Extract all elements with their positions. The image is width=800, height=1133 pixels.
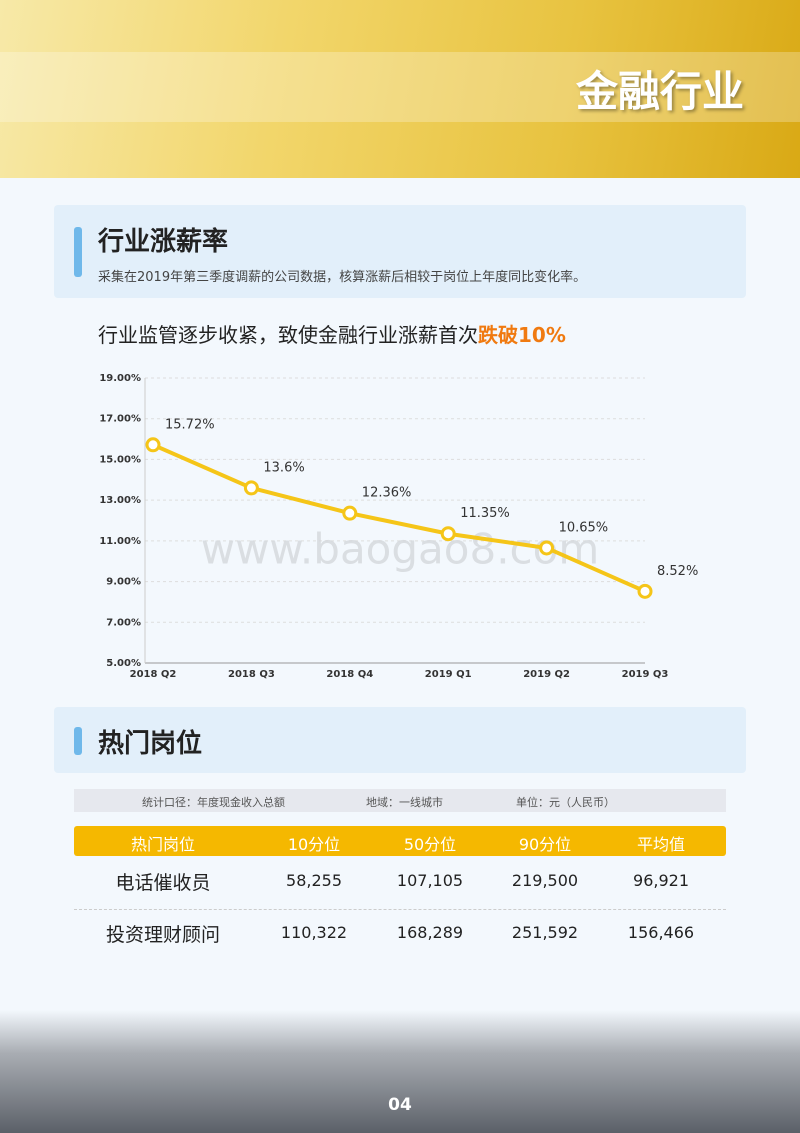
y-tick-label: 5.00% bbox=[106, 658, 141, 669]
section-title: 热门岗位 bbox=[98, 729, 203, 759]
table-cell: 168,289 bbox=[396, 923, 464, 942]
y-tick-label: 19.00% bbox=[99, 373, 141, 384]
point bbox=[637, 583, 653, 599]
table-header-cell: 90分位 bbox=[518, 835, 572, 854]
y-tick-label: 9.00% bbox=[106, 577, 141, 588]
x-tick-label: 2018 Q4 bbox=[326, 669, 373, 680]
x-tick-label: 2019 Q1 bbox=[425, 669, 472, 680]
point bbox=[145, 437, 161, 453]
table-cell: 107,105 bbox=[396, 871, 464, 890]
line bbox=[152, 442, 646, 594]
point bbox=[539, 540, 555, 556]
footer-band bbox=[0, 1010, 800, 1133]
header-band bbox=[0, 52, 800, 122]
section-description: 采集在2019年第三季度调薪的公司数据，核算涨薪后相较于岗位上年度同比变化率。 bbox=[98, 270, 587, 285]
table-header-cell: 平均值 bbox=[636, 835, 686, 854]
header-banner bbox=[0, 0, 800, 178]
headline: 行业监管逐步收紧，致使金融行业涨薪首次跌破10% bbox=[98, 319, 566, 348]
y-tick-label: 11.00% bbox=[99, 536, 141, 547]
data-label: 13.6% bbox=[263, 460, 304, 475]
table-header-cell: 10分位 bbox=[287, 835, 341, 854]
headline-highlight: 跌破10% bbox=[478, 323, 566, 347]
table-cell: 219,500 bbox=[511, 871, 579, 890]
y-tick-label: 17.00% bbox=[99, 414, 141, 425]
x-tick-label: 2018 Q2 bbox=[130, 669, 177, 680]
accent bbox=[74, 227, 82, 277]
table-header: 热门岗位 10分位 50分位 90分位 平均值 bbox=[74, 826, 726, 856]
filter: 地域：一线城市 bbox=[366, 796, 443, 809]
page-number: 04 bbox=[388, 1095, 412, 1115]
row-separator bbox=[74, 909, 726, 910]
data-label: 10.65% bbox=[559, 520, 609, 535]
section-title: 行业涨薪率 bbox=[98, 227, 229, 257]
table-cell: 96,921 bbox=[633, 871, 689, 890]
x-tick-label: 2018 Q3 bbox=[228, 669, 275, 680]
filter-bar: 统计口径：年度现金收入总额 地域：一线城市 单位：元（人民币） bbox=[74, 789, 726, 812]
table-cell: 110,322 bbox=[280, 923, 348, 942]
x-tick-label: 2019 Q2 bbox=[523, 669, 570, 680]
data-label: 8.52% bbox=[657, 564, 698, 579]
data-label: 15.72% bbox=[165, 417, 215, 432]
table-cell: 投资理财顾问 bbox=[105, 924, 221, 946]
table-cell: 电话催收员 bbox=[115, 872, 211, 894]
watermark: www.baogao8.com bbox=[201, 525, 600, 574]
point bbox=[342, 505, 358, 521]
data-label: 12.36% bbox=[362, 486, 412, 501]
table-cell: 156,466 bbox=[627, 923, 695, 942]
y-tick-label: 7.00% bbox=[106, 617, 141, 628]
point bbox=[440, 526, 456, 542]
table-header-cell: 热门岗位 bbox=[130, 835, 196, 854]
section-card: 行业涨薪率 采集在2019年第三季度调薪的公司数据，核算涨薪后相较于岗位上年度同… bbox=[54, 205, 746, 298]
table-header-cell: 50分位 bbox=[403, 835, 457, 854]
table-cell: 58,255 bbox=[286, 871, 342, 890]
filter: 统计口径：年度现金收入总额 bbox=[142, 796, 285, 809]
headline-text: 行业监管逐步收紧，致使金融行业涨薪首次 bbox=[98, 323, 478, 347]
x-tick-label: 2019 Q3 bbox=[622, 669, 669, 680]
accent bbox=[74, 727, 82, 755]
header-title: 金融行业 bbox=[575, 67, 744, 116]
y-tick-label: 13.00% bbox=[99, 495, 141, 506]
point bbox=[243, 480, 259, 496]
data-label: 11.35% bbox=[460, 506, 510, 521]
table-cell: 251,592 bbox=[511, 923, 579, 942]
chart: 5.00% 7.00% 9.00% 11.00% 13.00% 15.00% 17.00% 1… bbox=[99, 373, 698, 680]
section-card: 热门岗位 bbox=[54, 707, 746, 773]
y-tick-label: 15.00% bbox=[99, 454, 141, 465]
filter: 单位：元（人民币） bbox=[516, 796, 615, 809]
